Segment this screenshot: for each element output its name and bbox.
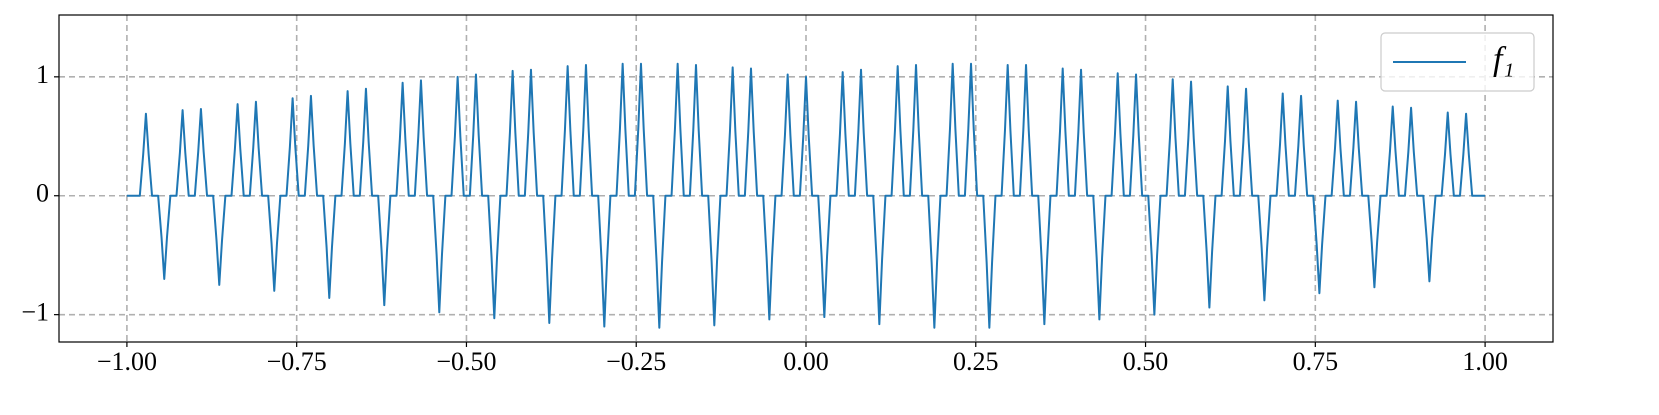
data-line: [126, 62, 1486, 329]
x-tick-label: −0.25: [606, 347, 666, 376]
plot-frame: [58, 14, 1554, 343]
x-tick-label: 0.25: [953, 347, 999, 376]
y-tick-label: −1: [21, 298, 49, 327]
legend-label: f₁: [1493, 41, 1514, 78]
x-tick-label: 1.00: [1462, 347, 1508, 376]
x-tick-label: −0.50: [436, 347, 496, 376]
x-tick-label: 0.50: [1123, 347, 1169, 376]
x-tick-label: −0.75: [267, 347, 327, 376]
y-tick-label: 0: [36, 179, 49, 208]
y-tick-label: 1: [36, 60, 49, 89]
x-tick-label: 0.75: [1293, 347, 1339, 376]
x-tick-label: −1.00: [97, 347, 157, 376]
x-tick-label: 0.00: [783, 347, 829, 376]
